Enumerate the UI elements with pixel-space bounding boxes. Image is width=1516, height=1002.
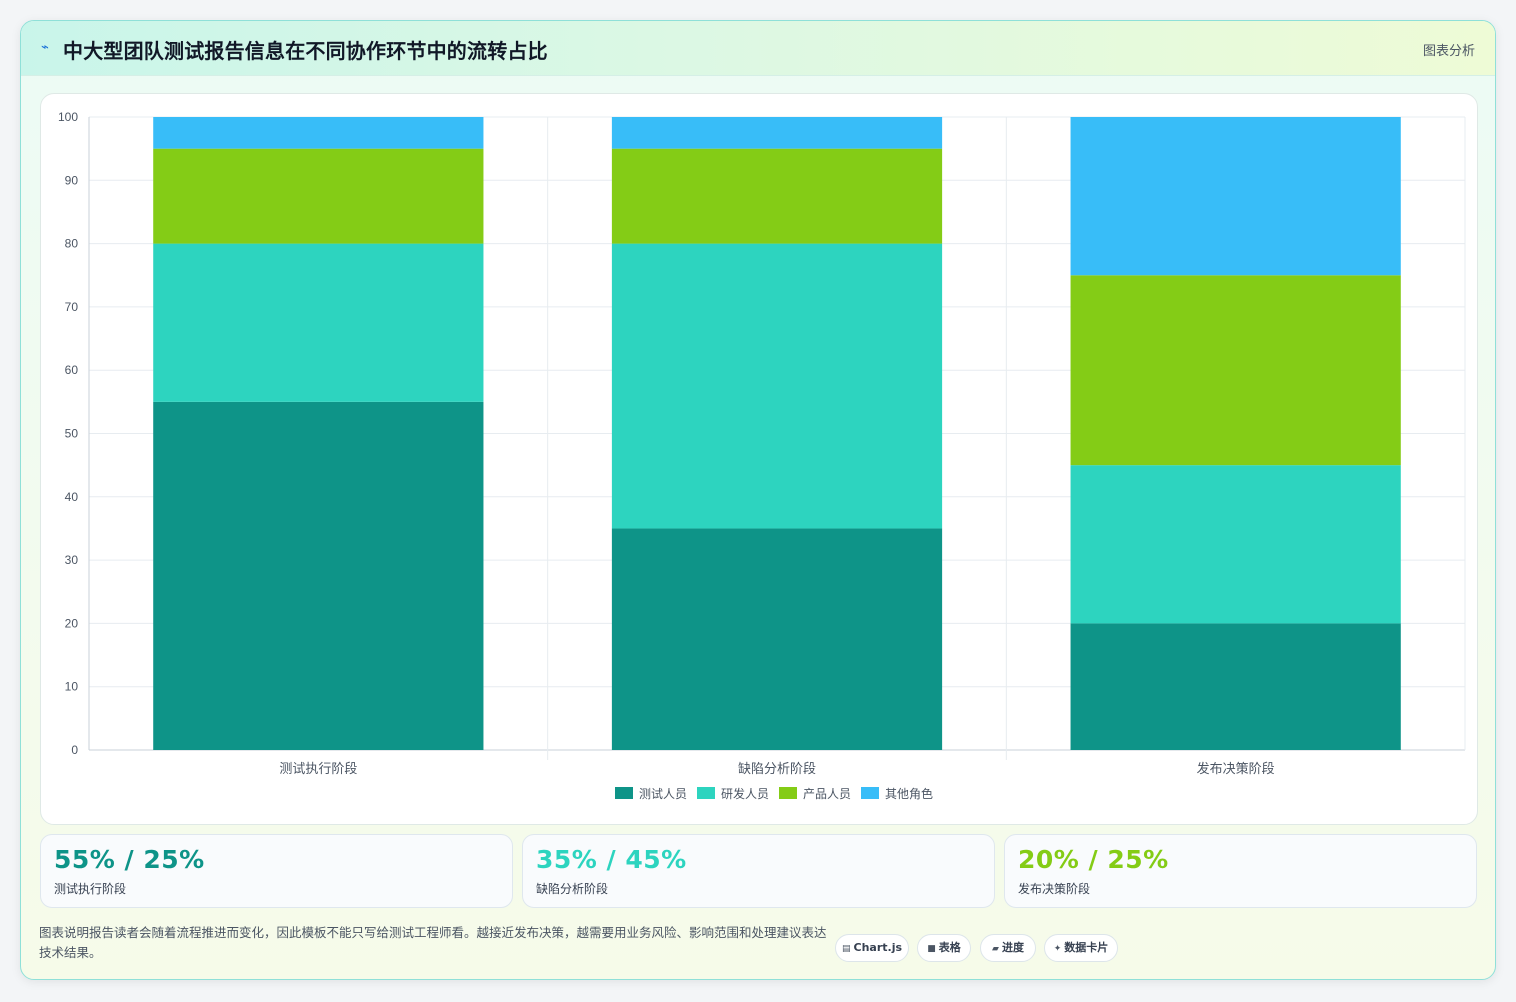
stat-value: 35% / 45% — [536, 845, 687, 874]
sparkline-icon: ⌁ — [41, 40, 49, 55]
legend-swatch — [615, 787, 633, 799]
stat-card-release: 20% / 25% 发布决策阶段 — [1004, 834, 1477, 908]
stat-value: 55% / 25% — [54, 845, 205, 874]
bar-segment — [153, 148, 484, 244]
bar-segment — [1070, 275, 1401, 466]
bar-segment — [611, 117, 943, 149]
header-tag: 图表分析 — [1422, 44, 1475, 59]
sparkle-icon: ✦ — [1053, 944, 1062, 954]
bar-segment — [1070, 623, 1401, 750]
bar-segment — [1070, 117, 1401, 276]
chip-progress[interactable]: ▰ 进度 — [980, 934, 1036, 962]
stat-label: 测试执行阶段 — [54, 882, 127, 896]
bar-segment — [611, 243, 943, 529]
chart-card: ⌁ 中大型团队测试报告信息在不同协作环节中的流转占比 图表分析 0 10 20 30 4… — [20, 20, 1496, 980]
legend-label: 测试人员 — [639, 786, 687, 801]
y-tick-label: 100 — [58, 110, 78, 124]
y-tick-label: 80 — [65, 237, 79, 251]
chip-chartjs[interactable]: ▤ Chart.js — [835, 934, 909, 962]
table-icon: ■ — [927, 944, 936, 954]
chip-data-card[interactable]: ✦ 数据卡片 — [1044, 934, 1118, 962]
y-tick-label: 0 — [71, 743, 78, 757]
chart-icon: ▤ — [841, 944, 851, 954]
card-header: ⌁ 中大型团队测试报告信息在不同协作环节中的流转占比 图表分析 — [21, 21, 1495, 76]
chip-label: 进度 — [1001, 941, 1024, 954]
y-tick-label: 70 — [65, 300, 79, 314]
y-tick-label: 50 — [65, 427, 79, 441]
y-tick-label: 90 — [65, 173, 79, 187]
bar-segment — [153, 243, 484, 402]
x-tick-label: 测试执行阶段 — [279, 762, 357, 777]
chip-table[interactable]: ■ 表格 — [917, 934, 971, 962]
stat-card-execution: 55% / 25% 测试执行阶段 — [40, 834, 513, 908]
stat-label: 缺陷分析阶段 — [536, 882, 609, 896]
x-tick-label: 发布决策阶段 — [1197, 761, 1275, 777]
page-title: 中大型团队测试报告信息在不同协作环节中的流转占比 — [63, 39, 548, 63]
y-tick-label: 10 — [65, 680, 79, 694]
progress-icon: ▰ — [992, 944, 999, 954]
legend-label: 其他角色 — [885, 787, 933, 801]
bar-segment — [1070, 465, 1401, 624]
chart-footnote: 图表说明报告读者会随着流程推进而变化，因此模板不能只写给测试工程师看。越接近发布… — [39, 925, 827, 960]
stat-card-analysis: 35% / 45% 缺陷分析阶段 — [522, 834, 995, 908]
legend-swatch — [697, 787, 715, 799]
legend-label: 产品人员 — [803, 787, 851, 801]
bar-segment — [611, 148, 943, 244]
bar-segment — [153, 117, 484, 149]
y-tick-label: 60 — [65, 363, 79, 377]
bar-segment — [611, 528, 943, 750]
legend-swatch — [779, 787, 797, 799]
chart-panel: 0 10 20 30 40 50 60 70 80 90 100 测试执行阶段 缺陷分析阶段 发布决策阶段… — [40, 93, 1478, 825]
legend-label: 研发人员 — [721, 786, 769, 801]
legend-swatch — [861, 787, 879, 799]
chip-label: Chart.js — [853, 941, 903, 954]
chip-label: 数据卡片 — [1064, 941, 1109, 954]
stacked-bar-chart: 0 10 20 30 40 50 60 70 80 90 100 测试执行阶段 缺陷分析阶段 发布决策阶段… — [58, 110, 1466, 801]
y-tick-label: 30 — [65, 553, 79, 567]
stat-label: 发布决策阶段 — [1018, 882, 1091, 896]
y-tick-label: 20 — [65, 616, 79, 630]
chip-label: 表格 — [938, 941, 961, 954]
stat-value: 20% / 25% — [1018, 845, 1169, 874]
y-tick-label: 40 — [65, 490, 79, 504]
x-tick-label: 缺陷分析阶段 — [738, 762, 816, 777]
bar-segment — [153, 401, 484, 750]
